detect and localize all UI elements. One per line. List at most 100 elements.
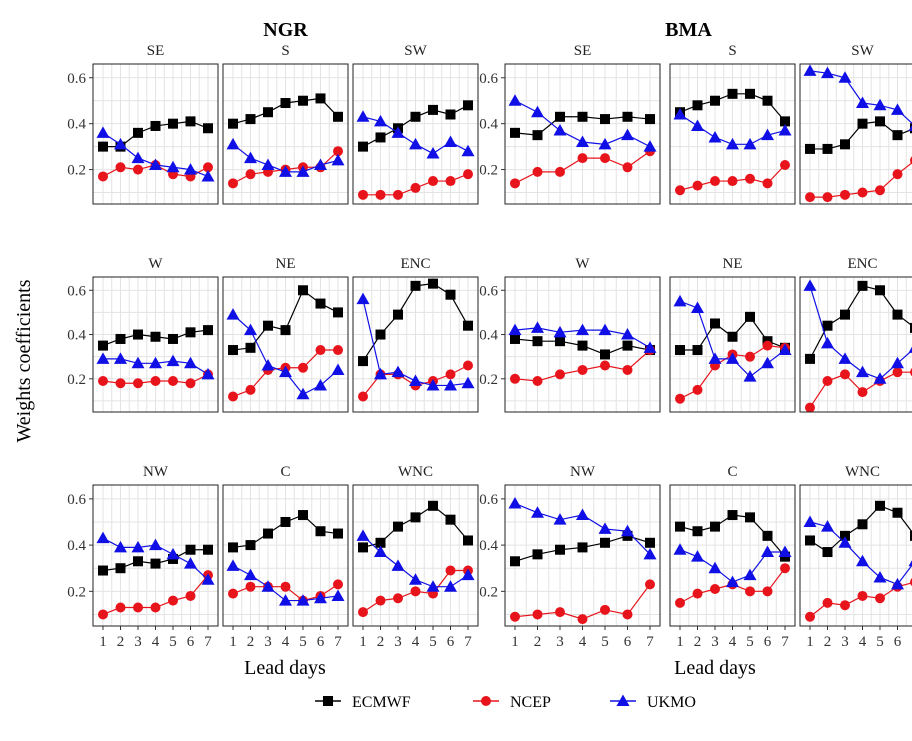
data-point-ecmwf — [727, 331, 738, 342]
data-point-ecmwf — [600, 349, 610, 360]
data-point-ncep — [463, 169, 473, 180]
x-tick-label: 2 — [117, 634, 125, 650]
panel-strip-label: C — [280, 464, 290, 480]
data-point-ncep — [532, 376, 543, 387]
data-point-ncep — [150, 602, 161, 613]
data-point-ukmo — [761, 356, 774, 369]
data-point-ecmwf — [410, 280, 421, 291]
data-point-ecmwf — [622, 111, 633, 122]
data-point-ecmwf — [780, 116, 790, 127]
panel-strip-label: SW — [404, 43, 427, 59]
data-point-ncep — [805, 192, 815, 203]
x-tick-label: 3 — [556, 634, 564, 650]
y-tick-label: 0.6 — [67, 492, 86, 508]
data-point-ukmo — [553, 124, 567, 136]
data-point-ncep — [98, 171, 108, 182]
data-point-ukmo — [691, 550, 704, 562]
panel-strip-label: W — [148, 256, 163, 272]
data-point-ncep — [375, 189, 386, 200]
panel-strip-label: W — [575, 256, 590, 272]
data-point-ukmo — [598, 522, 612, 534]
data-point-ukmo — [673, 294, 687, 307]
panel-frame — [799, 484, 912, 627]
data-point-ecmwf — [675, 521, 685, 532]
x-tick-label: 7 — [646, 634, 654, 650]
data-point-ecmwf — [168, 118, 178, 129]
x-tick-label: 6 — [187, 634, 195, 650]
data-point-ncep — [857, 590, 868, 601]
data-point-ukmo — [531, 506, 544, 518]
data-point-ncep — [600, 604, 610, 615]
panel-bma-s: S — [669, 43, 796, 205]
data-point-ecmwf — [150, 558, 161, 569]
data-point-ecmwf — [892, 130, 903, 141]
data-point-ecmwf — [710, 318, 720, 329]
data-point-ecmwf — [333, 111, 343, 122]
data-point-ecmwf — [910, 322, 912, 333]
data-point-ukmo — [314, 378, 327, 391]
x-axis-title: Lead days — [244, 657, 326, 679]
panel-strip-label: SW — [851, 43, 874, 59]
x-tick-label: 1 — [359, 634, 367, 650]
data-point-ukmo — [391, 365, 405, 378]
data-point-ecmwf — [822, 547, 833, 558]
data-point-ecmwf — [463, 320, 473, 331]
data-point-ncep — [840, 189, 850, 200]
data-point-ncep — [358, 189, 368, 200]
data-point-ecmwf — [645, 114, 655, 125]
panel-frame — [669, 63, 796, 205]
data-point-ukmo — [821, 336, 834, 349]
legend-label: UKMO — [647, 694, 696, 711]
data-point-ncep — [203, 162, 213, 173]
data-point-ecmwf — [185, 544, 196, 555]
data-point-ukmo — [201, 367, 215, 380]
x-tick-label: 1 — [99, 634, 107, 650]
data-point-ecmwf — [410, 512, 421, 523]
x-tick-label: 3 — [394, 634, 402, 650]
data-point-ecmwf — [892, 507, 903, 518]
data-point-ukmo — [356, 110, 370, 122]
data-point-ukmo — [873, 372, 887, 384]
data-point-ecmwf — [857, 519, 868, 530]
data-point-ecmwf — [532, 549, 543, 560]
y-tick-label: 0.4 — [479, 117, 498, 133]
data-point-ukmo — [166, 547, 180, 560]
data-point-ncep — [463, 360, 473, 371]
data-point-ncep — [555, 166, 565, 177]
y-tick-label: 0.6 — [479, 492, 498, 508]
data-point-ecmwf — [532, 130, 543, 141]
x-tick-label: 4 — [579, 634, 587, 650]
x-tick-label: 7 — [464, 634, 472, 650]
data-point-ukmo — [743, 568, 757, 581]
data-point-ukmo — [508, 323, 522, 336]
data-point-ecmwf — [168, 333, 178, 344]
data-point-ecmwf — [692, 526, 703, 537]
data-point-ukmo — [531, 105, 544, 118]
data-point-ncep — [762, 586, 773, 597]
data-point-ecmwf — [263, 320, 273, 331]
data-point-ncep — [857, 187, 868, 198]
data-point-ukmo — [708, 561, 722, 574]
y-tick-label: 0.6 — [67, 71, 86, 87]
data-point-ecmwf — [375, 329, 386, 340]
x-tick-label: 3 — [264, 634, 272, 650]
panel-bma-enc: ENC — [799, 256, 912, 413]
data-point-ukmo — [576, 508, 589, 521]
data-point-ecmwf — [428, 278, 438, 289]
data-point-ukmo — [426, 378, 440, 391]
data-point-ukmo — [244, 568, 257, 581]
x-tick-label: 2 — [377, 634, 385, 650]
data-point-ncep — [168, 595, 178, 606]
data-point-ncep — [622, 162, 633, 173]
data-point-ecmwf — [822, 143, 833, 154]
data-point-ncep — [150, 376, 161, 387]
data-point-ecmwf — [577, 340, 588, 351]
data-point-ecmwf — [805, 535, 815, 546]
data-point-ncep — [510, 178, 520, 189]
data-point-ecmwf — [892, 309, 903, 320]
data-point-ecmwf — [203, 544, 213, 555]
panel-ngr-c: C 1 2 3 4 5 6 7 — [222, 464, 349, 650]
data-point-ukmo — [598, 323, 612, 336]
data-point-ecmwf — [428, 500, 438, 511]
